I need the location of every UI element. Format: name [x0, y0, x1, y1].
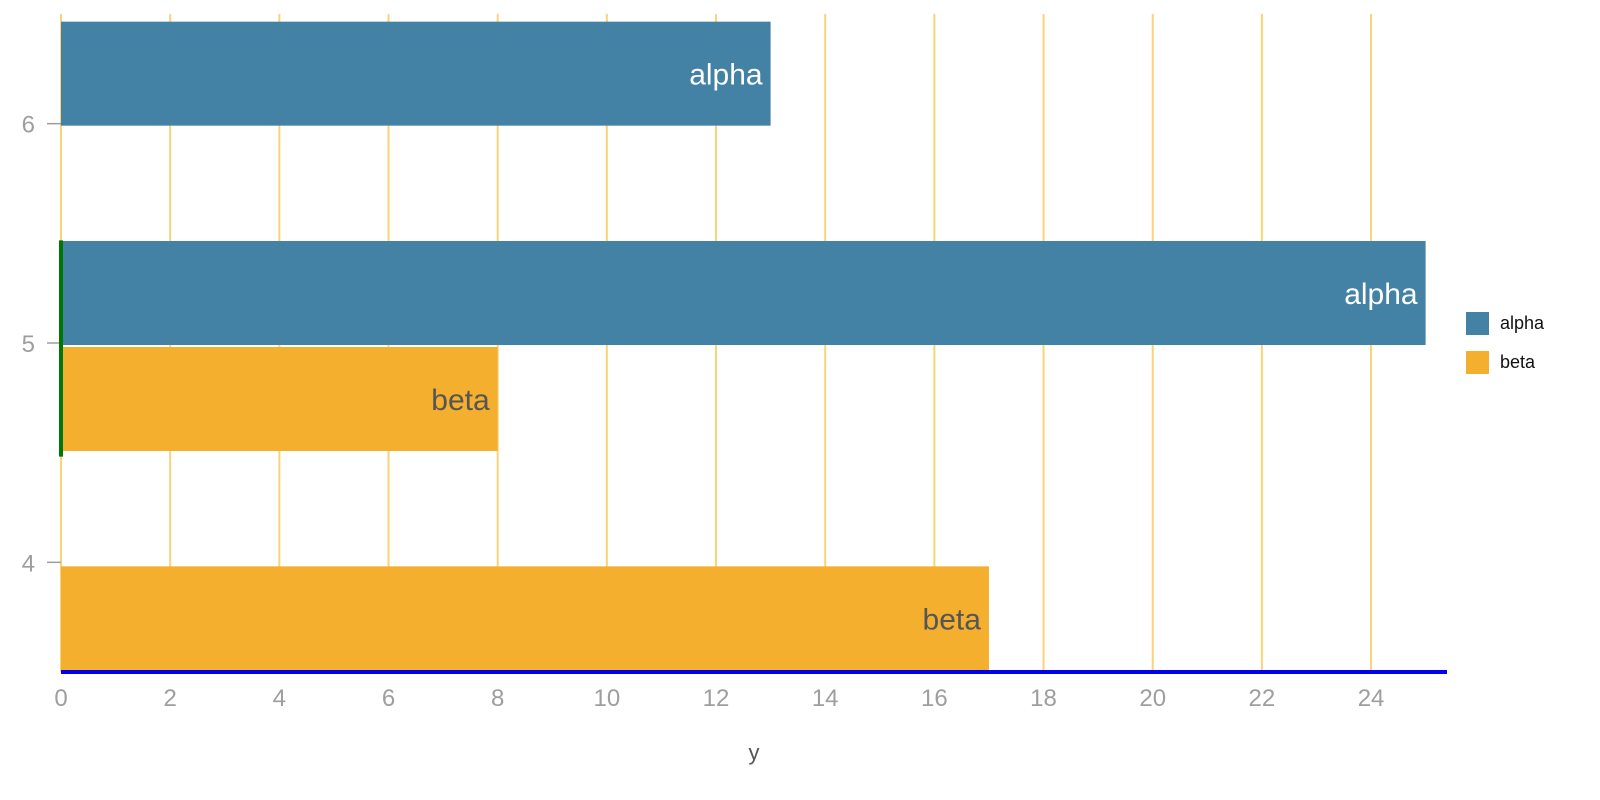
bar-beta-4[interactable] — [61, 566, 989, 671]
x-tick-label-0: 0 — [54, 685, 67, 712]
x-tick-label-4: 4 — [273, 685, 286, 712]
bar-beta-5[interactable] — [61, 347, 498, 451]
bar-label-beta-5: beta — [431, 384, 490, 417]
bar-alpha-5[interactable] — [61, 241, 1426, 345]
x-tick-label-10: 10 — [593, 685, 620, 712]
x-tick-label-20: 20 — [1139, 685, 1166, 712]
y-tick-label-6: 6 — [22, 112, 35, 139]
bar-label-alpha-6: alpha — [689, 59, 763, 92]
bar-label-beta-4: beta — [923, 603, 982, 636]
bar-alpha-6[interactable] — [61, 21, 771, 126]
legend-swatch-beta — [1466, 351, 1489, 374]
x-tick-label-18: 18 — [1030, 685, 1057, 712]
y-tick-label-5: 5 — [22, 331, 35, 358]
y-tick-label-4: 4 — [22, 550, 35, 577]
x-tick-label-16: 16 — [921, 685, 948, 712]
x-tick-label-24: 24 — [1358, 685, 1385, 712]
x-tick-label-6: 6 — [382, 685, 395, 712]
x-axis-title: y — [749, 740, 760, 765]
x-tick-label-22: 22 — [1249, 685, 1276, 712]
legend-label-alpha: alpha — [1500, 313, 1545, 333]
x-tick-label-2: 2 — [163, 685, 176, 712]
legend-label-beta: beta — [1500, 352, 1536, 372]
bar-label-alpha-5: alpha — [1344, 278, 1418, 311]
x-tick-label-12: 12 — [703, 685, 730, 712]
x-tick-label-8: 8 — [491, 685, 504, 712]
legend-swatch-alpha — [1466, 312, 1489, 335]
x-tick-label-14: 14 — [812, 685, 839, 712]
